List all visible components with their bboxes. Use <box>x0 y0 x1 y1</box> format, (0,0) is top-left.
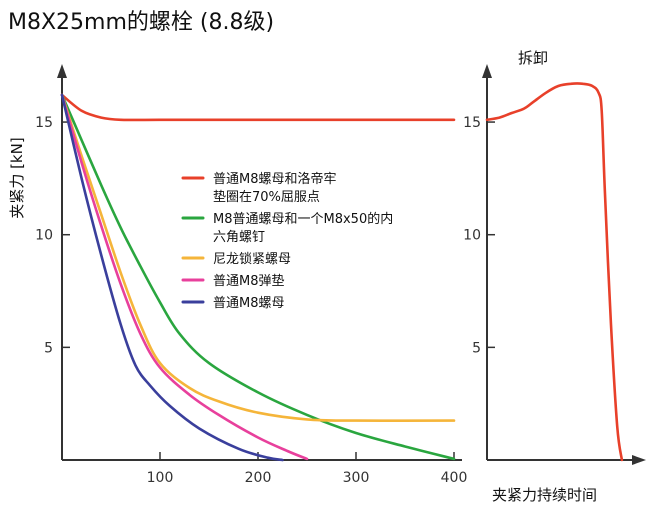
y-tick-label: 15 <box>35 115 53 131</box>
right-panel-title: 拆卸 <box>518 49 548 67</box>
right-y-tick-label: 5 <box>472 340 481 356</box>
legend-item: 普通M8弹垫 <box>181 273 285 289</box>
disassembly-line <box>485 82 624 462</box>
legend-label: 普通M8螺母和洛帝牢 <box>213 171 337 187</box>
series-line-3 <box>60 93 456 422</box>
y-tick-label: 5 <box>44 340 53 356</box>
legend-label: 垫圈在70%屈服点 <box>213 189 320 205</box>
legend-label: 六角螺钉 <box>213 230 265 245</box>
legend-label: 尼龙锁紧螺母 <box>213 251 291 267</box>
right-y-axis <box>482 64 492 460</box>
x-tick-label: 200 <box>245 470 272 486</box>
x-tick-label: 100 <box>147 470 174 486</box>
series-line-5 <box>60 93 284 462</box>
right-y-tick-label: 10 <box>463 228 481 244</box>
right-y-tick-label: 15 <box>463 115 481 131</box>
legend-label: 普通M8弹垫 <box>213 273 285 289</box>
legend-label: M8普通螺母和一个M8x50的内 <box>213 211 393 227</box>
right-x-axis <box>487 455 646 465</box>
legend-item: 普通M8螺母 <box>181 296 285 311</box>
page-title: M8X25mm的螺栓 (8.8级) <box>8 10 275 35</box>
x-tick-label: 300 <box>343 470 370 486</box>
series-line-1 <box>60 93 456 122</box>
x-axis-label: 夹紧力持续时间 <box>492 486 597 504</box>
series-line-4 <box>60 93 309 461</box>
left-y-axis <box>57 64 67 460</box>
y-axis-label: 夹紧力 [kN] <box>8 137 26 218</box>
legend-item: 尼龙锁紧螺母 <box>181 251 291 267</box>
legend-label: 普通M8螺母 <box>213 296 285 311</box>
x-tick-label: 400 <box>441 470 468 486</box>
series-line-2 <box>60 93 456 461</box>
y-tick-label: 10 <box>35 228 53 244</box>
